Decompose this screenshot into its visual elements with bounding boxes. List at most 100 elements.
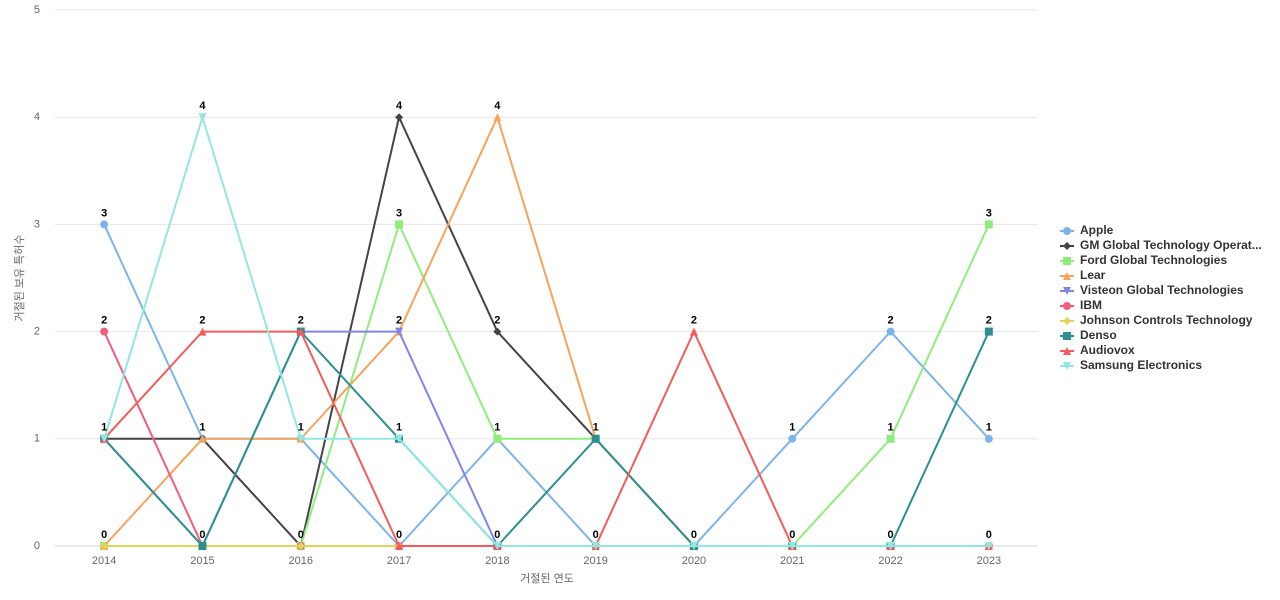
data-label: 1 <box>593 422 599 434</box>
legend-item: Audiovox <box>1060 343 1135 357</box>
point <box>493 434 502 443</box>
legend-item: Ford Global Technologies <box>1060 253 1227 267</box>
x-tick-label: 2022 <box>878 555 902 567</box>
point <box>1063 272 1071 280</box>
x-tick-label: 2016 <box>289 555 313 567</box>
point <box>100 542 109 550</box>
point <box>493 542 502 550</box>
legend-label: Visteon Global Technologies <box>1080 283 1244 297</box>
data-label: 1 <box>887 422 893 434</box>
data-label: 0 <box>691 529 697 541</box>
x-tick-label: 2021 <box>780 555 804 567</box>
legend-label: Audiovox <box>1080 343 1135 357</box>
point <box>395 113 404 122</box>
point <box>1063 257 1071 265</box>
legend-label: Denso <box>1080 328 1117 342</box>
y-axis-title: 거절된 보유 특허수 <box>13 234 26 321</box>
legend-item: Denso <box>1060 328 1117 342</box>
y-tick-label: 0 <box>34 540 40 552</box>
data-label: 0 <box>199 529 205 541</box>
point <box>1063 242 1071 250</box>
data-label: 1 <box>396 422 402 434</box>
data-label: 3 <box>986 207 992 219</box>
x-tick-label: 2019 <box>583 555 607 567</box>
data-label: 0 <box>986 529 992 541</box>
point <box>689 542 698 550</box>
point <box>1063 227 1071 235</box>
data-label: 2 <box>396 315 402 327</box>
data-label: 1 <box>101 422 107 434</box>
point <box>591 434 600 443</box>
data-label: 1 <box>789 422 795 434</box>
point <box>198 113 207 122</box>
y-tick-label: 1 <box>34 433 40 445</box>
point <box>886 327 895 336</box>
data-label: 2 <box>298 315 304 327</box>
legend-label: Ford Global Technologies <box>1080 253 1227 267</box>
point <box>788 434 797 443</box>
data-label: 1 <box>494 422 500 434</box>
x-tick-label: 2015 <box>190 555 214 567</box>
x-tick-label: 2020 <box>682 555 706 567</box>
y-tick-label: 3 <box>34 218 40 230</box>
data-label: 2 <box>199 315 205 327</box>
point <box>1063 347 1071 355</box>
data-label: 2 <box>101 315 107 327</box>
data-label: 0 <box>887 529 893 541</box>
data-label: 4 <box>199 100 206 112</box>
point <box>984 220 993 229</box>
data-label: 1 <box>986 422 992 434</box>
data-label: 0 <box>298 529 304 541</box>
data-label: 3 <box>396 207 402 219</box>
data-label: 0 <box>593 529 599 541</box>
x-tick-label: 2023 <box>977 555 1001 567</box>
point <box>198 542 207 550</box>
point <box>689 327 698 336</box>
point <box>395 220 404 229</box>
data-label: 2 <box>887 315 893 327</box>
point <box>886 434 895 443</box>
point <box>886 542 895 550</box>
point <box>984 542 993 550</box>
x-tick-label: 2014 <box>92 555 116 567</box>
data-label: 2 <box>691 315 697 327</box>
point <box>493 113 502 122</box>
point <box>984 434 993 443</box>
point <box>198 434 207 443</box>
data-label: 2 <box>986 315 992 327</box>
point <box>395 542 404 550</box>
legend-label: Samsung Electronics <box>1080 358 1202 372</box>
legend-item: Apple <box>1060 223 1114 237</box>
data-label: 1 <box>199 422 205 434</box>
data-label: 0 <box>396 529 402 541</box>
point <box>395 434 404 443</box>
data-label: 0 <box>101 529 107 541</box>
x-tick-label: 2017 <box>387 555 411 567</box>
data-label: 1 <box>298 422 304 434</box>
point <box>591 542 600 550</box>
legend-label: Apple <box>1080 223 1114 237</box>
x-axis-title: 거절된 연도 <box>520 572 574 585</box>
point <box>493 327 502 336</box>
data-label: 0 <box>494 529 500 541</box>
data-label: 4 <box>396 100 403 112</box>
point <box>100 434 109 443</box>
point <box>1063 287 1071 295</box>
legend-label: IBM <box>1080 298 1102 312</box>
legend-label: Johnson Controls Technology <box>1080 313 1253 327</box>
y-tick-label: 2 <box>34 326 40 338</box>
data-label: 0 <box>789 529 795 541</box>
point <box>1063 302 1071 310</box>
point <box>296 434 305 443</box>
legend-label: GM Global Technology Operat... <box>1080 238 1262 252</box>
legend-item: Johnson Controls Technology <box>1060 313 1253 327</box>
point <box>788 542 797 550</box>
legend-item: Lear <box>1060 268 1106 282</box>
data-label: 3 <box>101 207 107 219</box>
point <box>395 327 404 336</box>
legend-label: Lear <box>1080 268 1106 282</box>
point <box>1063 317 1071 325</box>
point <box>296 327 305 336</box>
y-tick-label: 4 <box>34 111 40 123</box>
